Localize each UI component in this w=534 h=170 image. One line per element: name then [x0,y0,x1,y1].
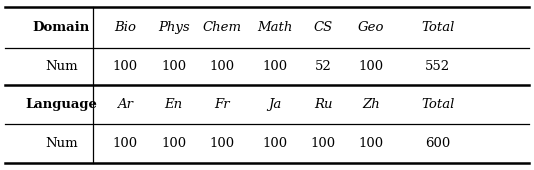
Text: Geo: Geo [358,21,384,34]
Text: Zh: Zh [362,98,380,111]
Text: 100: 100 [310,137,336,150]
Text: Domain: Domain [33,21,90,34]
Text: Language: Language [26,98,97,111]
Text: 100: 100 [113,60,138,73]
Text: Chem: Chem [202,21,241,34]
Text: Math: Math [257,21,293,34]
Text: Num: Num [45,60,78,73]
Text: Ja: Ja [269,98,281,111]
Text: Phys: Phys [158,21,190,34]
Text: 100: 100 [358,60,384,73]
Text: 100: 100 [262,60,288,73]
Text: Bio: Bio [114,21,137,34]
Text: Total: Total [421,21,454,34]
Text: CS: CS [313,21,333,34]
Text: 600: 600 [425,137,451,150]
Text: Ru: Ru [314,98,332,111]
Text: Total: Total [421,98,454,111]
Text: 100: 100 [161,60,186,73]
Text: 100: 100 [358,137,384,150]
Text: 100: 100 [209,137,234,150]
Text: 100: 100 [161,137,186,150]
Text: 52: 52 [315,60,332,73]
Text: 100: 100 [113,137,138,150]
Text: 100: 100 [209,60,234,73]
Text: En: En [164,98,183,111]
Text: Num: Num [45,137,78,150]
Text: Fr: Fr [214,98,230,111]
Text: 100: 100 [262,137,288,150]
Text: 552: 552 [425,60,451,73]
Text: Ar: Ar [117,98,134,111]
